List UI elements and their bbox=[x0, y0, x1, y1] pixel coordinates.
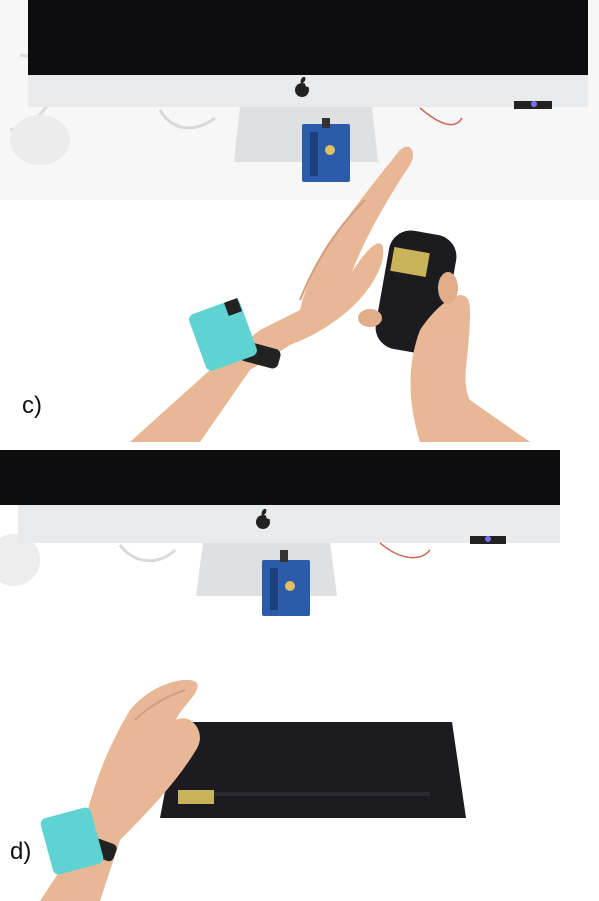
lamp-base bbox=[0, 534, 40, 586]
photo-c-illustration bbox=[0, 0, 599, 442]
photo-panel-c: c) bbox=[0, 0, 599, 442]
holding-hand bbox=[358, 272, 530, 442]
circuit-board bbox=[302, 118, 350, 182]
wristband-sensor bbox=[189, 298, 281, 371]
wristband-sensor bbox=[40, 807, 117, 875]
gesture-hand bbox=[130, 146, 414, 442]
monitor bbox=[28, 0, 588, 162]
circuit-board bbox=[262, 550, 310, 616]
photo-panel-d: d) bbox=[0, 450, 599, 901]
photo-d-illustration bbox=[0, 450, 599, 901]
flat-keyboard-device bbox=[160, 722, 466, 818]
apple-logo-icon bbox=[295, 76, 311, 97]
apple-logo-icon bbox=[256, 508, 272, 529]
panel-label: c) bbox=[22, 392, 42, 419]
panel-label: d) bbox=[10, 838, 32, 865]
lamp-base bbox=[10, 115, 70, 165]
